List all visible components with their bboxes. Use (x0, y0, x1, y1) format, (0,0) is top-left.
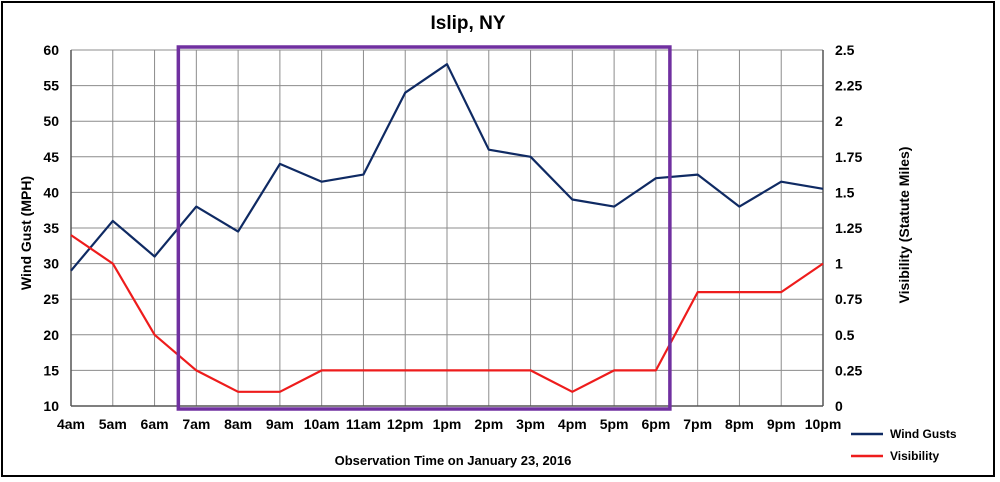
y-tick-label-left: 20 (43, 327, 59, 343)
highlight-box (176, 45, 672, 411)
y-tick-label-left: 40 (43, 184, 59, 200)
legend-label-wind-gusts: Wind Gusts (890, 427, 957, 441)
legend-label-visibility: Visibility (890, 449, 939, 463)
y-axis-label-left: Wind Gust (MPH) (18, 176, 34, 290)
x-tick-label: 8am (224, 416, 252, 432)
y-tick-label-right: 2.5 (835, 42, 855, 58)
y-tick-label-left: 60 (43, 42, 59, 58)
x-tick-label: 11am (346, 416, 381, 432)
visibility-line (70, 234, 824, 393)
y-tick-label-right: 1 (835, 256, 843, 272)
x-tick-label: 7am (182, 416, 210, 432)
y-tick-label-right: 0 (835, 398, 843, 414)
right-axis-ticks: 0 0.25 0.5 0.75 1 1.25 1.5 1.75 2 2.25 2.5 (835, 42, 862, 414)
x-tick-label: 7pm (683, 416, 712, 432)
y-tick-label-left: 25 (43, 291, 59, 307)
left-axis-ticks: 10 15 20 25 30 35 40 45 50 55 60 (43, 42, 59, 414)
y-tick-label-left: 30 (43, 256, 59, 272)
y-tick-label-right: 2.25 (835, 78, 862, 94)
y-tick-label-right: 1.75 (835, 149, 862, 165)
x-tick-label: 3pm (516, 416, 545, 432)
x-axis-ticks: 4am 5am 6am 7am 8am 9am 10am 11am 12pm 1pm 2pm 3pm 4… (57, 416, 841, 432)
x-tick-label: 5pm (600, 416, 629, 432)
y-tick-label-right: 1.25 (835, 220, 862, 236)
y-tick-label-left: 15 (43, 362, 59, 378)
y-tick-label-left: 50 (43, 113, 59, 129)
x-tick-label: 4pm (558, 416, 587, 432)
legend: Wind Gusts Visibility (851, 427, 957, 463)
x-tick-label: 4am (57, 416, 85, 432)
x-tick-label: 5am (99, 416, 127, 432)
y-tick-label-right: 0.25 (835, 362, 862, 378)
y-tick-label-right: 0.75 (835, 291, 862, 307)
x-tick-label: 8pm (725, 416, 754, 432)
y-tick-label-left: 55 (43, 78, 59, 94)
wind-gusts-line (70, 63, 824, 272)
x-tick-label: 10pm (805, 416, 842, 432)
y-tick-label-right: 0.5 (835, 327, 855, 343)
chart-title: Islip, NY (431, 13, 506, 34)
x-tick-label: 9pm (767, 416, 796, 432)
y-tick-label-left: 45 (43, 149, 59, 165)
x-tick-label: 6pm (641, 416, 670, 432)
x-tick-label: 1pm (433, 416, 462, 432)
x-tick-label: 6am (141, 416, 169, 432)
x-axis-label: Observation Time on January 23, 2016 (335, 453, 572, 468)
gridlines (70, 49, 824, 407)
series-layer (70, 63, 824, 393)
y-tick-label-right: 2 (835, 113, 843, 129)
y-tick-label-left: 10 (43, 398, 59, 414)
y-axis-label-right: Visibility (Statute Miles) (896, 147, 912, 304)
y-tick-label-left: 35 (43, 220, 59, 236)
x-tick-label: 12pm (387, 416, 424, 432)
x-tick-label: 2pm (474, 416, 503, 432)
x-tick-label: 9am (266, 416, 294, 432)
line-chart: Islip, NY 10 15 20 25 30 35 40 45 50 55 60 0 0.25 0.… (18, 13, 957, 468)
x-tick-label: 10am (304, 416, 340, 432)
y-tick-label-right: 1.5 (835, 184, 855, 200)
